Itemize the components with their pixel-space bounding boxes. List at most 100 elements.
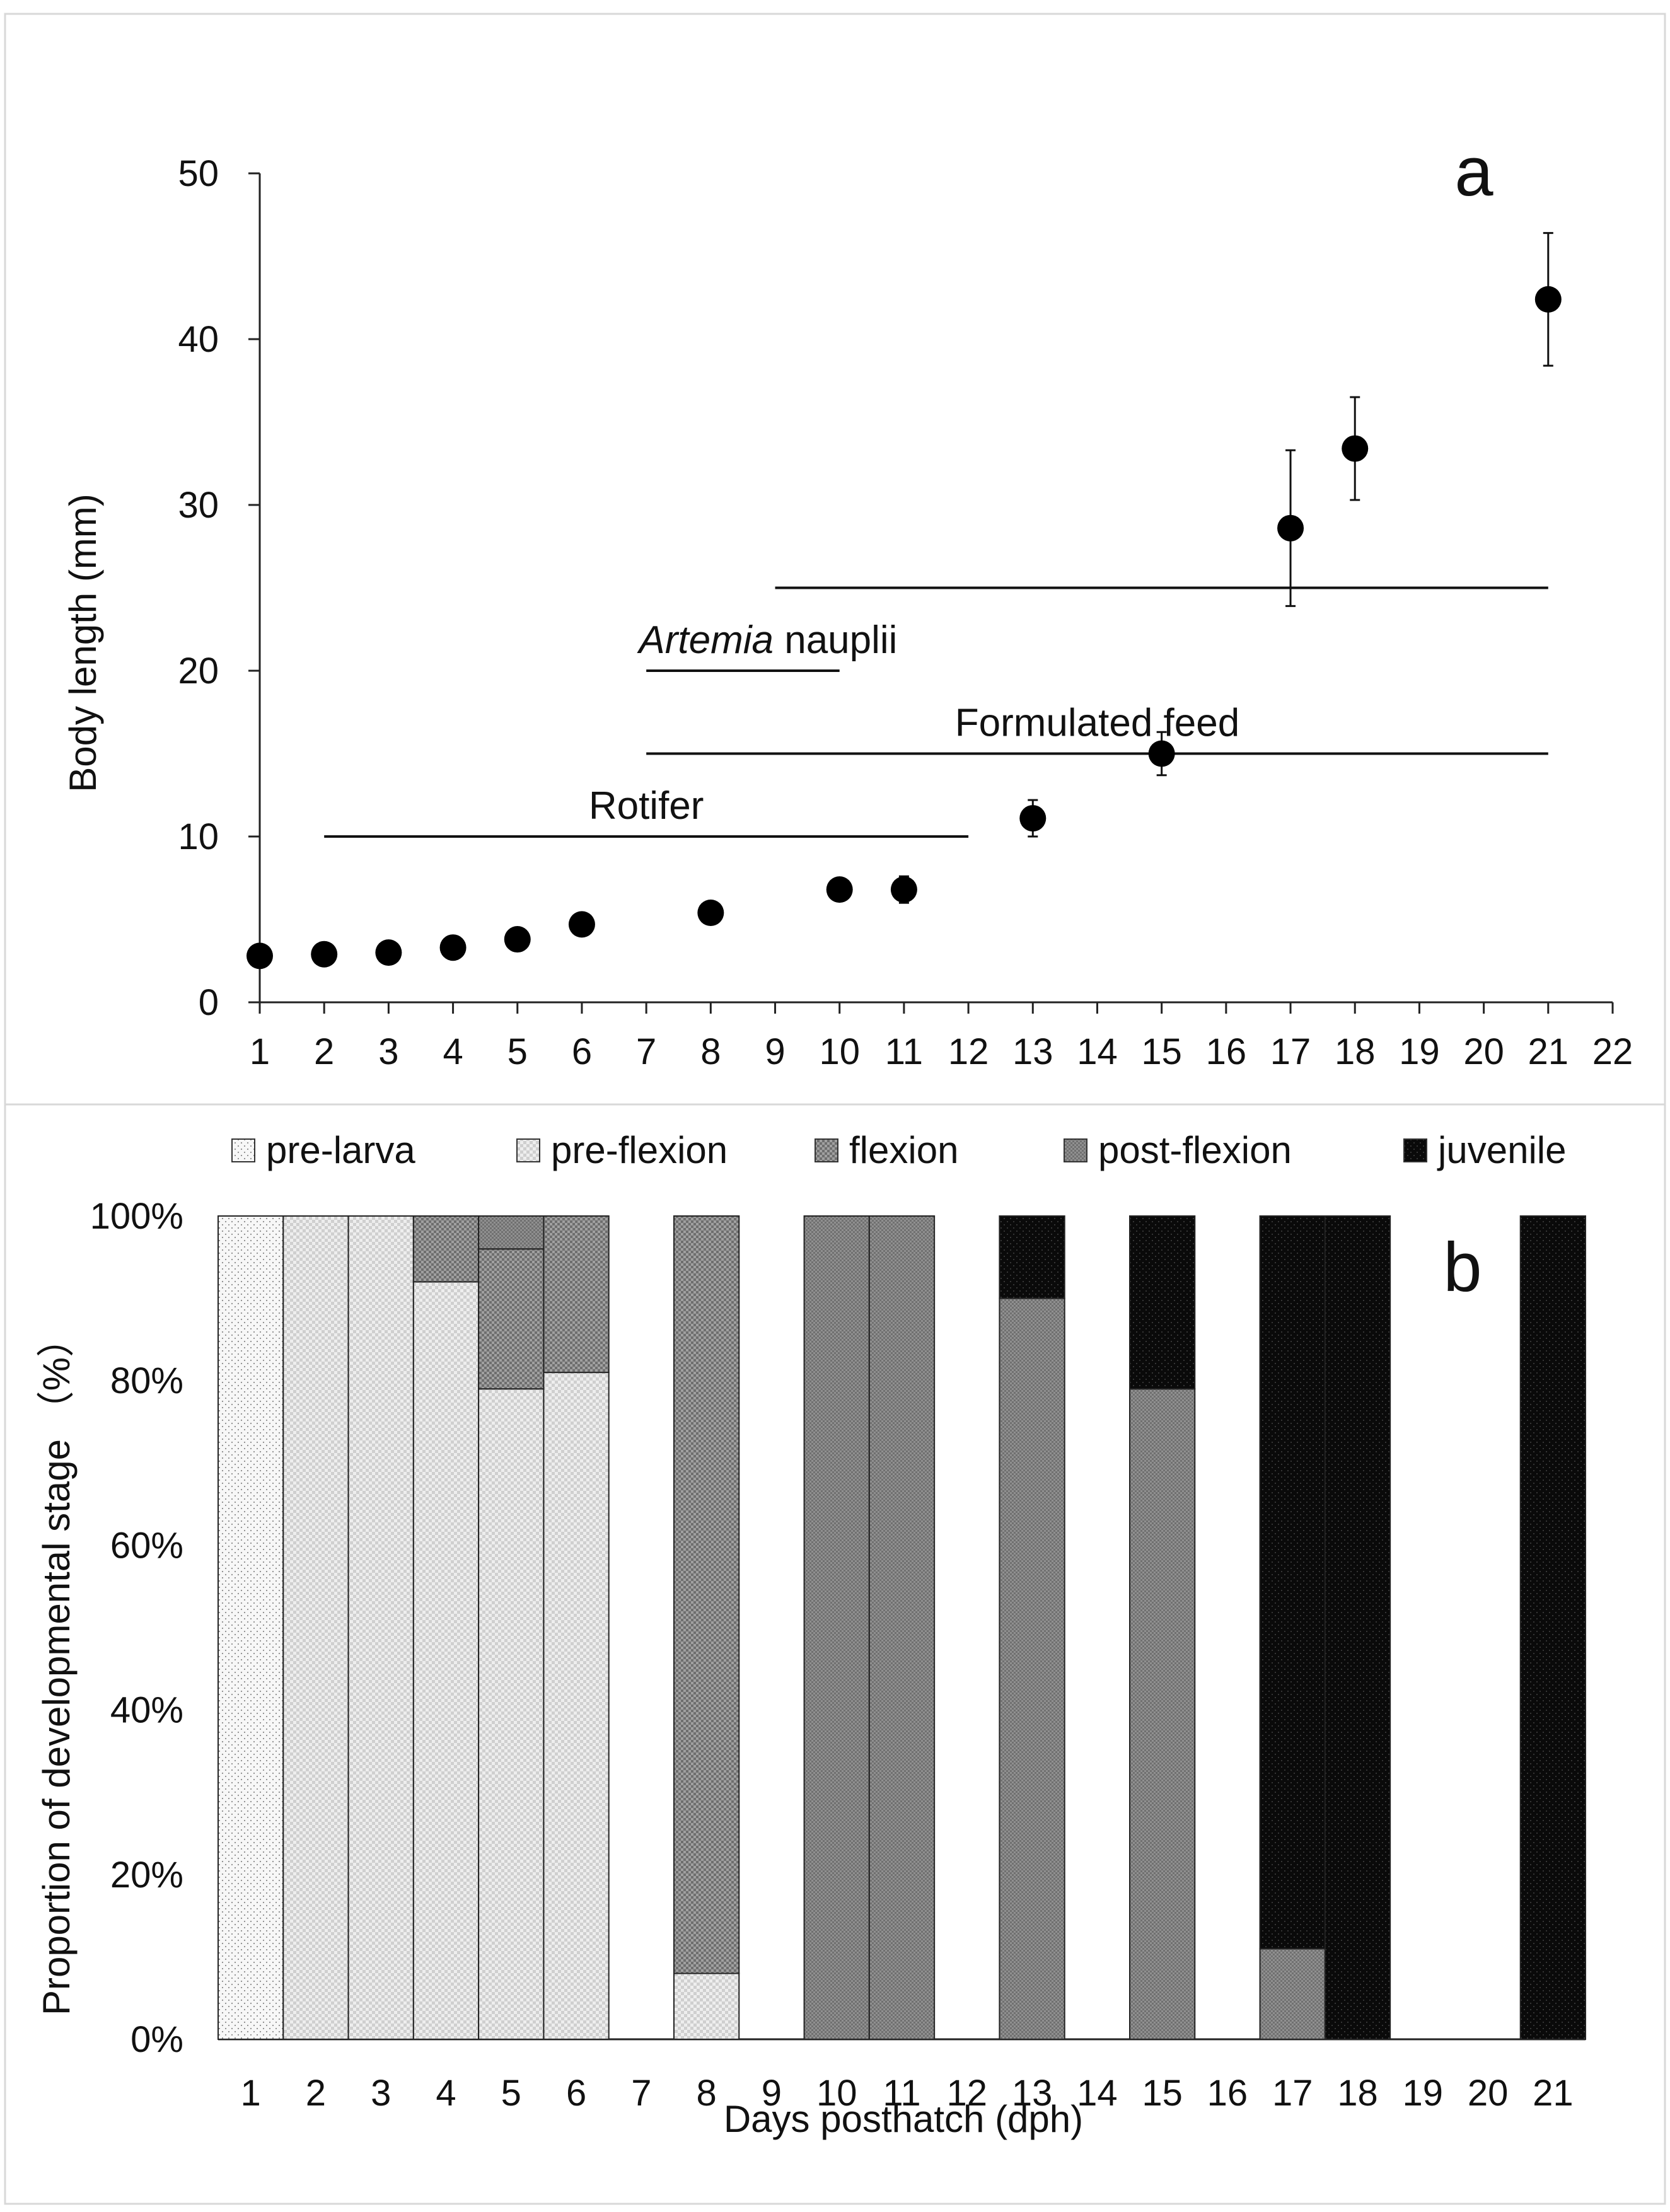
data-point-marker [890,876,917,903]
panel-a-x-ticks: 1 2 3 4 5 6 7 8 9 10 11 12 13 14 15 16 17 18 19 20 21 22 [250,1002,1633,1072]
bar-segment-day-1-pre-larva [217,1215,284,2040]
panel-b-x-tick-label: 14 [1077,2073,1118,2114]
legend-swatch-flexion [815,1138,838,1162]
panel-b-x-tick-label: 7 [631,2073,651,2114]
legend-swatch-pre-flexion [516,1138,540,1162]
panel-b-y-tick-label: 60% [110,1525,183,1566]
bar-segment-day-15-post-flexion [1129,1388,1196,2040]
data-point-marker [375,939,402,966]
panel-a-x-tick-label: 12 [948,1031,989,1072]
bar-segment-day-4-pre-flexion [412,1281,480,2040]
panel-a-y-tick-label: 20 [178,651,219,692]
legend-item-pre-flexion: pre-flexion [516,1129,728,1171]
bar-segment-day-15-juvenile [1129,1215,1196,1390]
bar-segment-day-13-post-flexion [999,1297,1065,2041]
data-point-day-11 [890,875,917,904]
panel-b-y-tick-label: 20% [110,1855,183,1896]
data-point-marker [504,926,531,953]
panel-b-developmental-stage-chart: b Proportion of developmental stage （%） … [35,1129,1587,2140]
data-point-marker [826,876,853,903]
feeding-period-label-italic: Artemia [636,618,774,662]
bar-segment-day-10-post-flexion [803,1215,870,2040]
panel-b-x-tick-label: 13 [1012,2073,1053,2114]
panel-b-x-tick-label: 16 [1207,2073,1248,2114]
panel-a-y-tick-label: 50 [178,153,219,194]
legend-swatch-juvenile [1403,1138,1427,1162]
panel-a-x-tick-label: 5 [507,1031,528,1072]
data-point-day-3 [375,939,402,966]
data-point-marker [246,942,273,970]
legend-label-pre-larva: pre-larva [266,1129,415,1171]
panel-a-x-tick-label: 6 [572,1031,592,1072]
panel-a-feeding-periods: Rotifer Formulated feed Artemia nauplii [324,586,1548,838]
panel-a-x-tick-label: 11 [885,1031,923,1072]
panel-a-x-tick-label: 10 [819,1031,860,1072]
bar-segment-day-2-pre-flexion [282,1215,349,2040]
bar-segment-day-6-pre-flexion [543,1372,610,2040]
data-point-marker [311,941,338,968]
panel-a-y-tick-label: 0 [199,982,219,1023]
feeding-period-label-artemia-nauplii: Artemia nauplii [636,618,897,662]
panel-a-x-tick-label: 1 [250,1031,270,1072]
panel-a-x-tick-label: 18 [1335,1031,1376,1072]
panel-b-x-tick-label: 9 [762,2073,782,2114]
legend-label-flexion: flexion [849,1129,958,1171]
data-point-marker [1534,286,1562,313]
panel-a-y-tick-label: 40 [178,319,219,360]
bar-segment-day-5-post-flexion [478,1215,545,1250]
panel-b-x-tick-label: 4 [436,2073,456,2114]
panel-a-x-tick-label: 7 [636,1031,656,1072]
panel-b-x-tick-label: 19 [1403,2073,1444,2114]
feeding-period-label-rotifer: Rotifer [589,784,704,828]
legend-label-juvenile: juvenile [1437,1129,1566,1171]
panel-b-x-tick-label: 5 [501,2073,521,2114]
panel-a-y-tick-label: 30 [178,485,219,526]
panel-a-x-tick-label: 3 [378,1031,398,1072]
panel-b-y-tick-label: 40% [110,1690,183,1731]
panel-b-x-tick-label: 15 [1142,2073,1183,2114]
panel-a-x-tick-label: 16 [1206,1031,1247,1072]
data-point-day-2 [311,941,338,968]
data-point-day-21 [1534,232,1562,367]
panel-b-x-tick-label: 21 [1533,2073,1574,2114]
panel-a-x-tick-label: 15 [1141,1031,1182,1072]
panel-b-y-tick-label: 100% [90,1196,183,1237]
panel-b-legend: pre-larva pre-flexion flexion post-flexion j… [231,1129,1566,1171]
data-point-day-8 [697,899,724,926]
panel-b-x-tick-label: 1 [241,2073,261,2114]
bar-segment-day-8-flexion [673,1215,740,1974]
legend-swatch-post-flexion [1064,1138,1087,1162]
bar-segment-day-4-flexion [412,1215,480,1283]
panel-b-x-axis-title: Days posthatch (dph) [724,2098,1083,2140]
feeding-period-label-rest: nauplii [774,618,897,662]
panel-b-stacked-bars [217,1215,1587,2041]
data-point-day-15 [1148,731,1175,777]
data-point-marker [1019,805,1047,832]
data-point-marker [1342,435,1369,462]
feeding-period-label-formulated-feed: Formulated feed [955,702,1239,745]
panel-b-x-tick-label: 17 [1272,2073,1313,2114]
panel-a-x-tick-label: 9 [765,1031,785,1072]
panel-a-x-tick-label: 4 [443,1031,463,1072]
panel-a-y-axis-title: Body length (mm) [62,494,104,792]
bar-segment-day-11-post-flexion [868,1215,936,2040]
bar-segment-day-6-flexion [543,1215,610,1374]
panel-a-x-tick-label: 20 [1463,1031,1504,1072]
data-point-day-6 [568,911,595,938]
bar-segment-day-13-juvenile [999,1215,1065,1299]
data-point-day-5 [504,926,531,953]
bar-segment-day-17-juvenile [1259,1215,1326,1950]
panel-b-label: b [1443,1229,1482,1306]
panel-a-y-ticks: 0 10 20 30 40 50 [178,153,260,1023]
panel-b-y-tick-label: 0% [130,2019,183,2060]
legend-label-post-flexion: post-flexion [1098,1129,1292,1171]
panel-a-x-tick-label: 8 [700,1031,721,1072]
data-point-marker [568,911,595,938]
legend-label-pre-flexion: pre-flexion [551,1129,728,1171]
panel-b-x-tick-label: 11 [883,2073,920,2114]
panel-b-y-ticks: 0% 20% 40% 60% 80% 100% [90,1196,183,2060]
legend-item-pre-larva: pre-larva [231,1129,415,1171]
bar-segment-day-8-pre-flexion [673,1972,740,2041]
data-point-day-10 [826,876,853,903]
